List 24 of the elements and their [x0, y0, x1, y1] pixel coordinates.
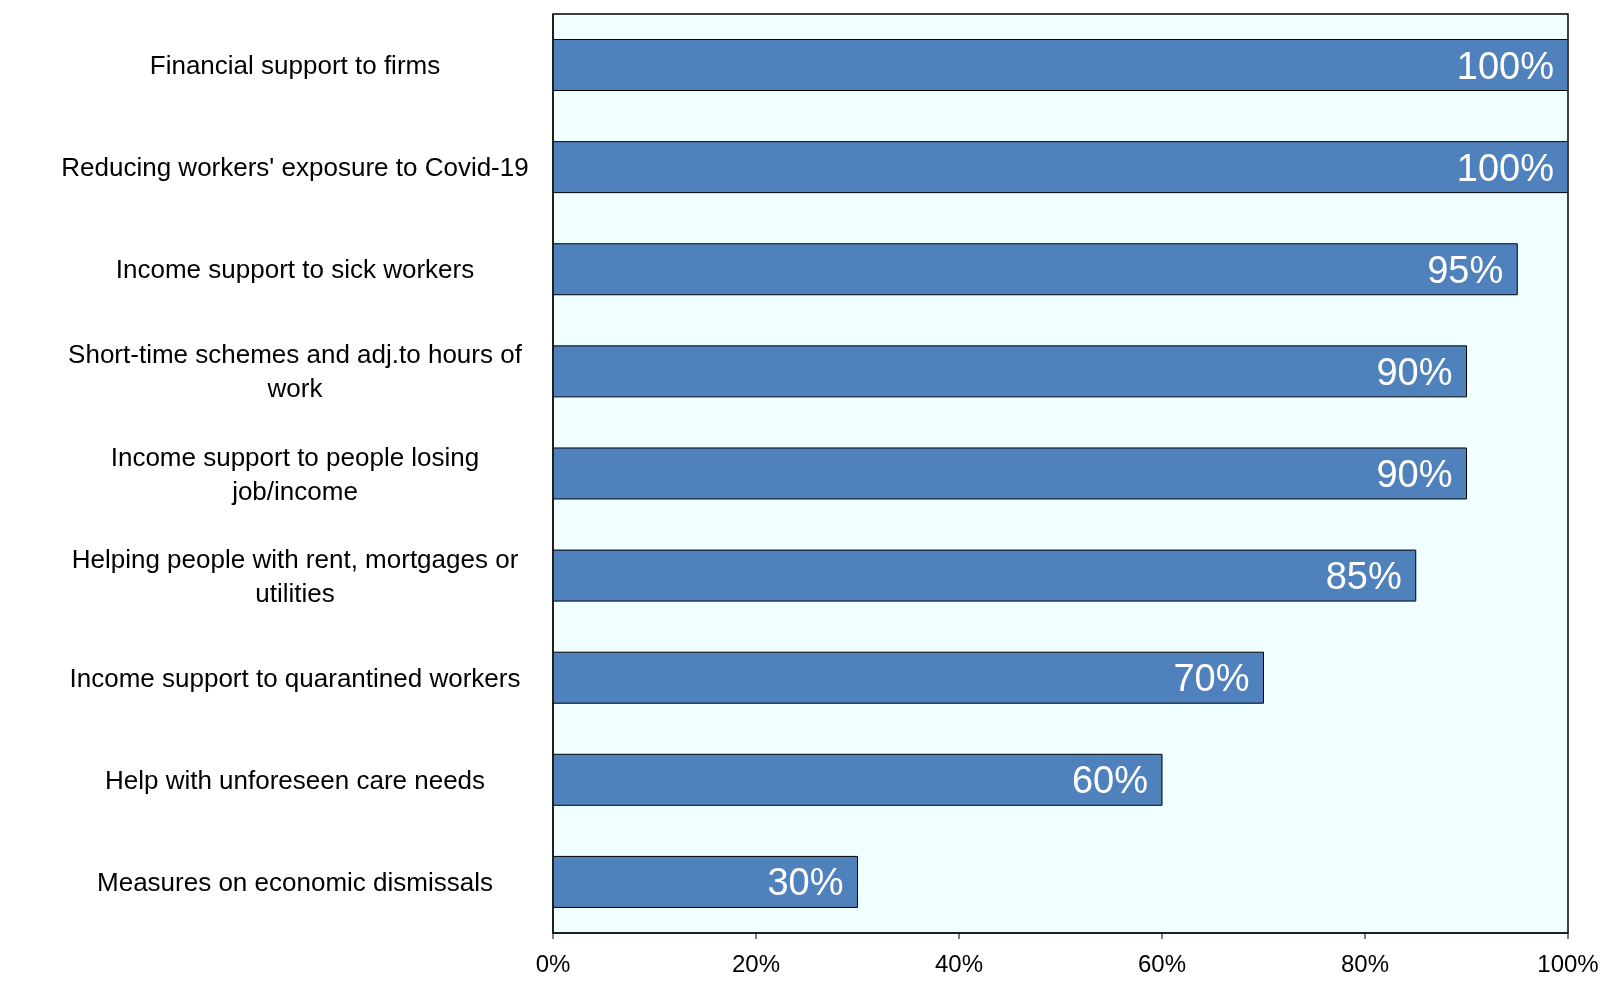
y-tick-label: Financial support to firms — [149, 50, 441, 81]
data-label: 100% — [1456, 44, 1554, 87]
x-tick-label: 40% — [934, 950, 984, 978]
x-tick-label: 100% — [1537, 950, 1599, 978]
y-tick-label: Reducing workers' exposure to Covid-19 — [61, 152, 529, 183]
y-tick-label: Income support to people losing job/income — [110, 441, 480, 506]
data-label: 30% — [767, 861, 844, 904]
data-label: 90% — [1376, 452, 1453, 495]
data-label: 85% — [1325, 555, 1402, 598]
x-tick-label: 60% — [1137, 950, 1187, 978]
data-label: 95% — [1427, 248, 1504, 291]
data-label: 90% — [1376, 350, 1453, 393]
x-tick-label: 80% — [1340, 950, 1390, 978]
y-tick-label: Help with unforeseen care needs — [104, 764, 486, 795]
y-tick-label: Income support to sick workers — [115, 254, 475, 285]
x-tick-label: 20% — [731, 950, 781, 978]
x-tick-label: 0% — [535, 950, 571, 978]
data-label: 70% — [1173, 657, 1250, 700]
data-label: 100% — [1456, 146, 1554, 189]
data-label: 60% — [1071, 759, 1148, 802]
y-tick-label: Measures on economic dismissals — [97, 866, 493, 897]
y-tick-label: Helping people with rent, mortgages or utilities — [71, 543, 519, 608]
y-tick-label: Income support to quarantined workers — [69, 662, 521, 693]
y-tick-label: Short-time schemes and adj.to hours of work — [68, 339, 523, 404]
